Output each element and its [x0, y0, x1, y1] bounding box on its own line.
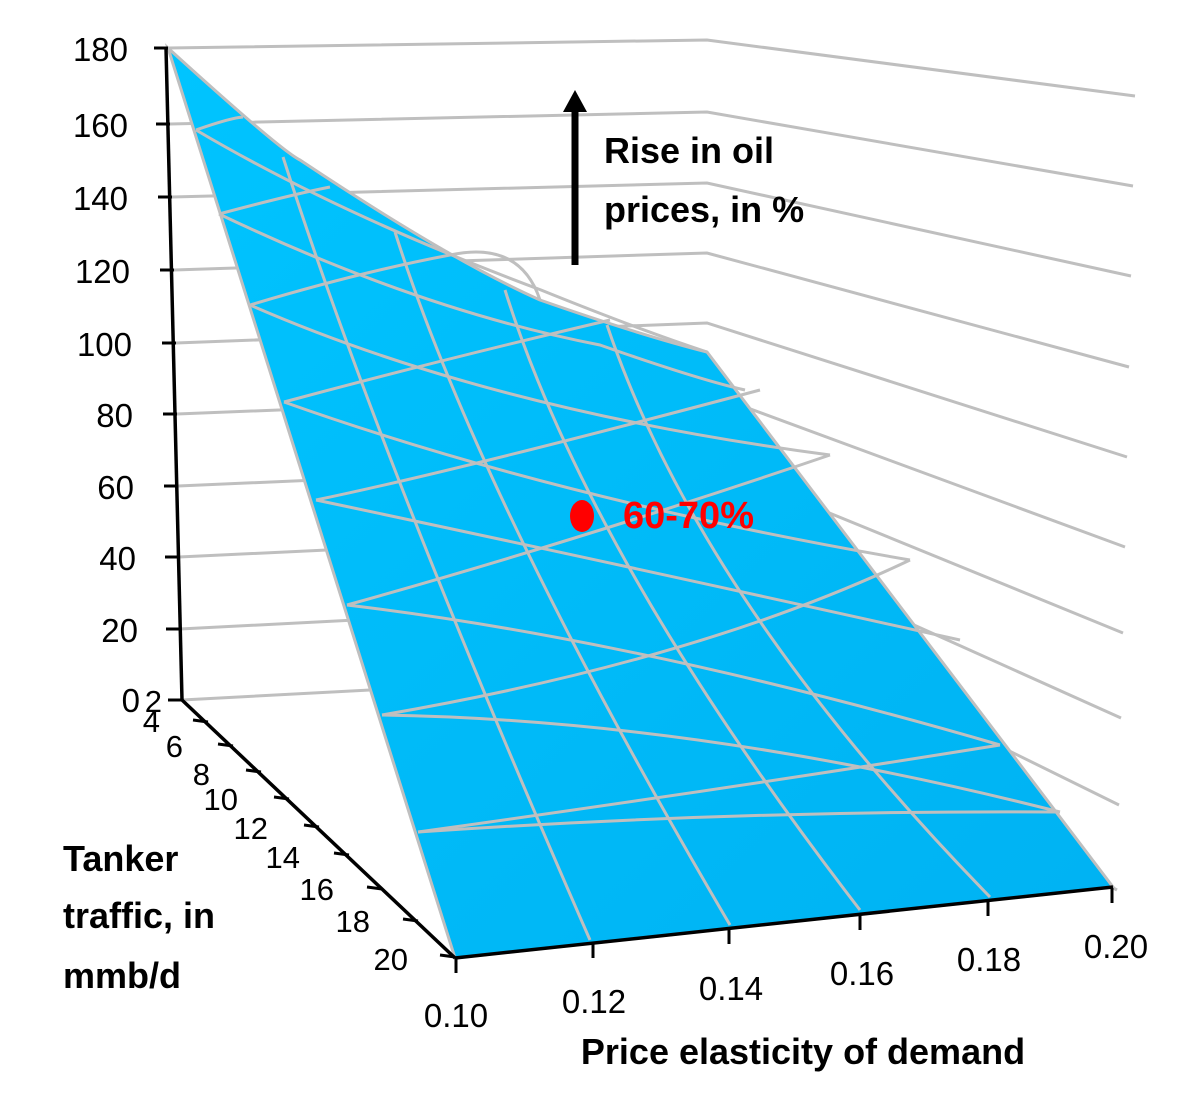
z-axis-title-line1: Rise in oil — [604, 130, 774, 171]
y-tick: 20 — [374, 942, 408, 977]
z-tick: 0 — [122, 682, 140, 719]
y-axis-title-line1: Tanker — [63, 838, 178, 879]
gridline-180 — [167, 38, 1136, 98]
y-tick: 2 — [145, 684, 162, 719]
z-tick: 120 — [75, 253, 130, 290]
axes — [164, 47, 1114, 960]
annotation-60-70: 60-70% — [570, 495, 754, 537]
z-axis-tick-labels: 180 160 140 120 100 80 60 40 20 0 — [73, 31, 140, 719]
annotation-label: 60-70% — [623, 495, 754, 537]
x-axis-tick-labels: 0.10 0.12 0.14 0.16 0.18 0.20 — [424, 928, 1148, 1034]
z-tick: 40 — [99, 540, 136, 577]
arrow-up-icon — [563, 90, 587, 112]
x-tick: 0.16 — [830, 955, 894, 992]
z-tick: 180 — [73, 31, 128, 68]
y-axis-title-line2: traffic, in — [63, 895, 215, 936]
z-tick: 160 — [73, 107, 128, 144]
y-axis-title-group: Tanker traffic, in mmb/d — [63, 838, 215, 996]
z-tick: 60 — [97, 469, 134, 506]
y-tick: 4 — [143, 704, 160, 739]
z-tick: 100 — [77, 326, 132, 363]
z-tick: 140 — [73, 180, 128, 217]
x-tick: 0.18 — [957, 941, 1021, 978]
surface-mesh-traffic — [195, 115, 1061, 834]
x-axis-ticks — [454, 888, 1114, 973]
x-axis-title: Price elasticity of demand — [581, 1031, 1025, 1072]
z-tick: 80 — [96, 397, 133, 434]
x-tick: 0.12 — [562, 983, 626, 1020]
y-axis-line — [180, 698, 457, 960]
y-tick: 10 — [204, 782, 238, 817]
z-axis-title-group: Rise in oil prices, in % — [563, 90, 804, 265]
x-tick: 0.10 — [424, 997, 488, 1034]
z-axis-title-line2: prices, in % — [604, 189, 804, 230]
annotation-dot-icon — [570, 500, 594, 532]
y-axis-tick-labels: 2 4 6 8 10 12 14 16 18 20 — [143, 684, 408, 977]
z-axis-ticks — [154, 46, 182, 702]
y-tick: 14 — [266, 840, 300, 875]
y-axis-title-line3: mmb/d — [63, 955, 181, 996]
z-tick: 20 — [101, 612, 138, 649]
x-tick: 0.14 — [699, 970, 763, 1007]
y-tick: 6 — [166, 729, 183, 764]
y-axis-ticks — [192, 718, 456, 959]
y-tick: 8 — [193, 757, 210, 792]
x-axis-line — [454, 885, 1114, 960]
y-tick: 12 — [234, 811, 268, 846]
x-tick: 0.20 — [1084, 928, 1148, 965]
y-tick: 18 — [336, 904, 370, 939]
z-axis-line — [164, 47, 184, 701]
gridline-160 — [169, 110, 1134, 188]
y-tick: 16 — [300, 872, 334, 907]
